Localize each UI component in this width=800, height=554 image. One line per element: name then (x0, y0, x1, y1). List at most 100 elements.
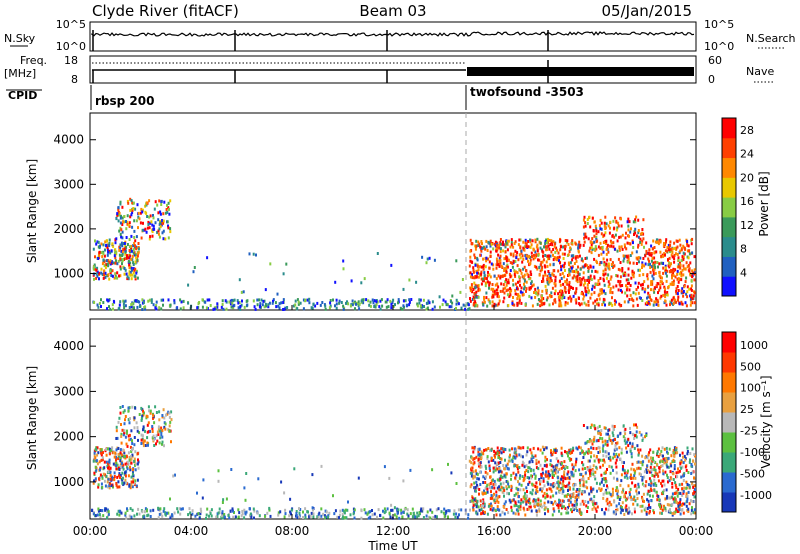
echo-cell (98, 250, 101, 254)
echo-cell (519, 283, 521, 287)
echo-cell (619, 495, 622, 499)
echo-cell (152, 214, 154, 217)
echo-cell (480, 270, 483, 274)
echo-cell (238, 301, 241, 304)
echo-cell (522, 275, 525, 279)
echo-cell (646, 492, 649, 496)
echo-cell (485, 466, 488, 470)
echo-cell (625, 491, 627, 495)
echo-cell (493, 499, 496, 503)
echo-cell (538, 273, 541, 277)
echo-cell (595, 455, 598, 458)
echo-cell (667, 286, 670, 289)
echo-cell (492, 287, 495, 291)
echo-cell (324, 307, 327, 311)
echo-cell (205, 306, 208, 310)
echo-cell (498, 488, 501, 492)
echo-cell (505, 283, 508, 287)
echo-cell (630, 452, 633, 456)
echo-cell (483, 297, 486, 301)
echo-cell (551, 470, 554, 474)
echo-cell (514, 260, 517, 263)
echo-cell (554, 289, 557, 293)
echo-cell (566, 476, 569, 480)
echo-cell (625, 284, 627, 288)
echo-cell (299, 508, 302, 511)
echo-cell (119, 274, 122, 278)
echo-cell (588, 438, 591, 441)
echo-cell (544, 455, 547, 459)
echo-cell (420, 507, 423, 511)
echo-cell (512, 511, 515, 515)
echo-cell (563, 473, 566, 477)
echo-cell (546, 494, 549, 498)
nsearch-label: N.Search (746, 32, 796, 45)
echo-cell (550, 250, 553, 254)
echo-cell (283, 491, 286, 495)
echo-cell (562, 282, 565, 286)
echo-cell (689, 499, 692, 503)
echo-cell (678, 238, 681, 242)
echo-cell (664, 264, 667, 268)
echo-cell (107, 478, 110, 482)
echo-cell (564, 247, 567, 251)
echo-cell (499, 241, 502, 245)
echo-cell (110, 475, 113, 479)
echo-cell (592, 265, 595, 269)
echo-cell (168, 415, 171, 419)
echo-cell (96, 270, 99, 274)
echo-cell (506, 293, 509, 297)
echo-cell (670, 301, 673, 305)
echo-cell (685, 486, 688, 490)
echo-cell (297, 302, 300, 306)
echo-cell (475, 290, 478, 294)
echo-cell (550, 279, 553, 283)
echo-cell (621, 508, 624, 512)
echo-cell (170, 440, 172, 444)
echo-cell (199, 512, 202, 516)
echo-cell (609, 439, 612, 442)
echo-cell (681, 451, 684, 455)
echo-cell (552, 269, 555, 273)
echo-cell (495, 263, 498, 267)
echo-cell (589, 225, 592, 229)
x-tick-label: 04:00 (174, 524, 209, 538)
echo-cell (602, 279, 605, 283)
echo-cell (564, 450, 566, 454)
echo-cell (652, 303, 655, 307)
echo-cell (632, 261, 635, 265)
echo-cell (132, 267, 135, 271)
echo-cell (129, 468, 132, 472)
echo-cell (505, 241, 508, 245)
echo-cell (95, 272, 98, 276)
echo-cell (628, 506, 630, 510)
echo-cell (606, 443, 609, 447)
echo-cell (607, 250, 610, 254)
echo-cell (625, 474, 628, 478)
echo-cell (579, 279, 582, 283)
echo-cell (295, 510, 298, 513)
echo-cell (133, 443, 136, 447)
echo-cell (150, 300, 153, 304)
echo-cell (666, 503, 669, 507)
echo-cell (595, 439, 598, 443)
colorbar-tick-label: 20 (740, 171, 754, 184)
echo-cell (650, 283, 653, 286)
echo-cell (647, 291, 650, 295)
echo-cell (662, 261, 664, 265)
echo-cell (669, 240, 672, 244)
echo-cell (591, 442, 594, 446)
echo-cell (499, 242, 502, 246)
echo-cell (545, 288, 548, 292)
echo-cell (537, 289, 540, 293)
echo-cell (518, 238, 521, 242)
echo-cell (154, 221, 157, 225)
nsky-strip: N.Sky 10^5 10^0 10^5 10^0 N.Search (4, 18, 796, 53)
echo-cell (129, 197, 132, 201)
echo-cell (468, 459, 471, 463)
colorbar-tick-label: 28 (740, 124, 754, 137)
echo-cell (672, 301, 675, 305)
echo-cell (128, 263, 131, 267)
echo-cell (567, 506, 569, 510)
echo-cell (675, 290, 678, 293)
